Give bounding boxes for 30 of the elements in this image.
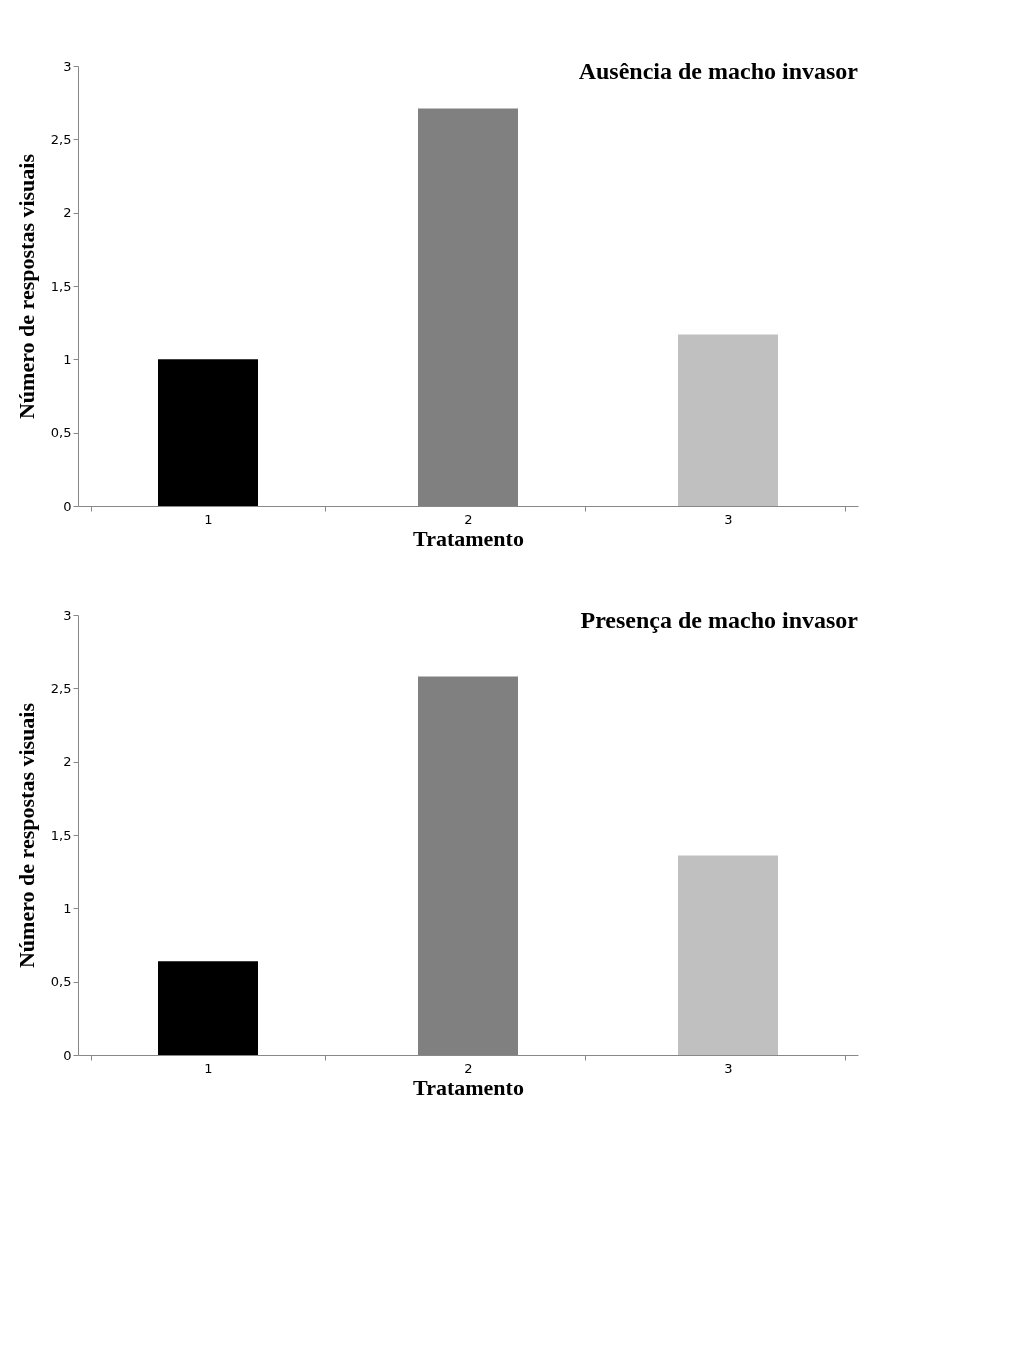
- x-tick-label: 1: [204, 1060, 213, 1076]
- y-tick-label: 2,5: [50, 131, 72, 147]
- bar: [158, 359, 258, 506]
- x-tick-label: 3: [724, 1060, 733, 1076]
- x-tick-label: 2: [464, 511, 473, 527]
- y-tick-label: 2: [63, 205, 72, 221]
- y-tick-label: 1: [63, 900, 72, 916]
- x-tick-label: 3: [724, 511, 733, 527]
- y-tick-label: 0,5: [50, 425, 72, 441]
- x-axis-title: Tratamento: [413, 1074, 524, 1100]
- y-axis-title: Número de respostas visuais: [13, 153, 39, 420]
- x-tick-label: 1: [204, 511, 213, 527]
- chart-title: Presença de macho invasor: [580, 607, 859, 633]
- y-tick-label: 0: [63, 498, 72, 514]
- y-tick-label: 0,5: [50, 974, 72, 990]
- x-axis-title: Tratamento: [413, 525, 524, 551]
- bar: [678, 855, 778, 1055]
- bar: [158, 961, 258, 1055]
- y-tick-label: 3: [63, 607, 72, 623]
- x-tick-label: 2: [464, 1060, 473, 1076]
- y-tick-label: 2: [63, 754, 72, 770]
- y-tick-label: 2,5: [50, 680, 72, 696]
- chart-title: Ausência de macho invasor: [578, 58, 859, 84]
- y-tick-label: 3: [63, 58, 72, 74]
- y-tick-label: 1,5: [50, 827, 72, 843]
- y-tick-label: 1,5: [50, 278, 72, 294]
- bar: [678, 334, 778, 506]
- y-tick-label: 0: [63, 1047, 72, 1063]
- y-axis-title: Número de respostas visuais: [13, 702, 39, 969]
- y-tick-label: 1: [63, 351, 72, 367]
